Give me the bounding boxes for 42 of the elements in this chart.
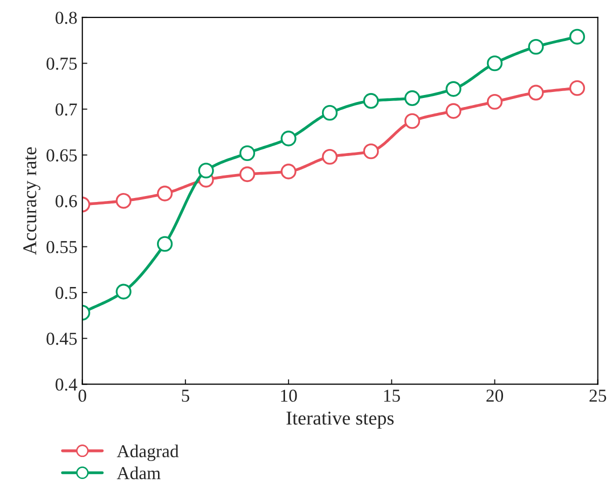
x-tick-label: 20 [486, 390, 504, 402]
y-axis-title: Accuracy rate [23, 147, 40, 255]
point [363, 143, 379, 160]
x-tick-label: 10 [281, 390, 297, 402]
point [116, 193, 132, 209]
point [363, 93, 379, 109]
point [116, 284, 132, 300]
point [280, 130, 296, 146]
point [569, 28, 586, 45]
point [404, 113, 420, 129]
y-tick-label: 0.8 [56, 12, 77, 24]
point [528, 38, 544, 55]
x-tick-label: 25 [590, 390, 606, 402]
y-tick-label: 0.45 [46, 332, 77, 345]
point [156, 236, 173, 252]
y-tick-label: 0.7 [56, 103, 77, 116]
x-tick-label: 0 [78, 390, 86, 402]
y-tick-label: 0.55 [46, 240, 77, 254]
legend-label: Adagrad [116, 444, 179, 462]
point [569, 80, 586, 96]
point [322, 104, 338, 121]
point [239, 145, 256, 162]
point [404, 90, 420, 106]
point [156, 186, 173, 202]
y-tick-label: 0.4 [56, 378, 78, 391]
point [446, 81, 462, 97]
y-tick-label: 0.65 [46, 149, 77, 162]
y-tick-label: 0.75 [46, 58, 77, 70]
point [486, 94, 503, 110]
x-axis-title: Iterative steps [286, 412, 394, 429]
legend-label: Adam [116, 466, 161, 480]
point [198, 162, 214, 178]
y-tick-label: 0.5 [56, 286, 77, 300]
point [486, 55, 503, 72]
point [239, 166, 256, 182]
point [446, 103, 462, 119]
x-tick-label: 5 [182, 390, 190, 402]
point [280, 164, 296, 180]
x-tick-label: 15 [384, 390, 400, 402]
point [528, 84, 544, 100]
point [322, 148, 338, 165]
y-tick-label: 0.6 [56, 195, 77, 208]
